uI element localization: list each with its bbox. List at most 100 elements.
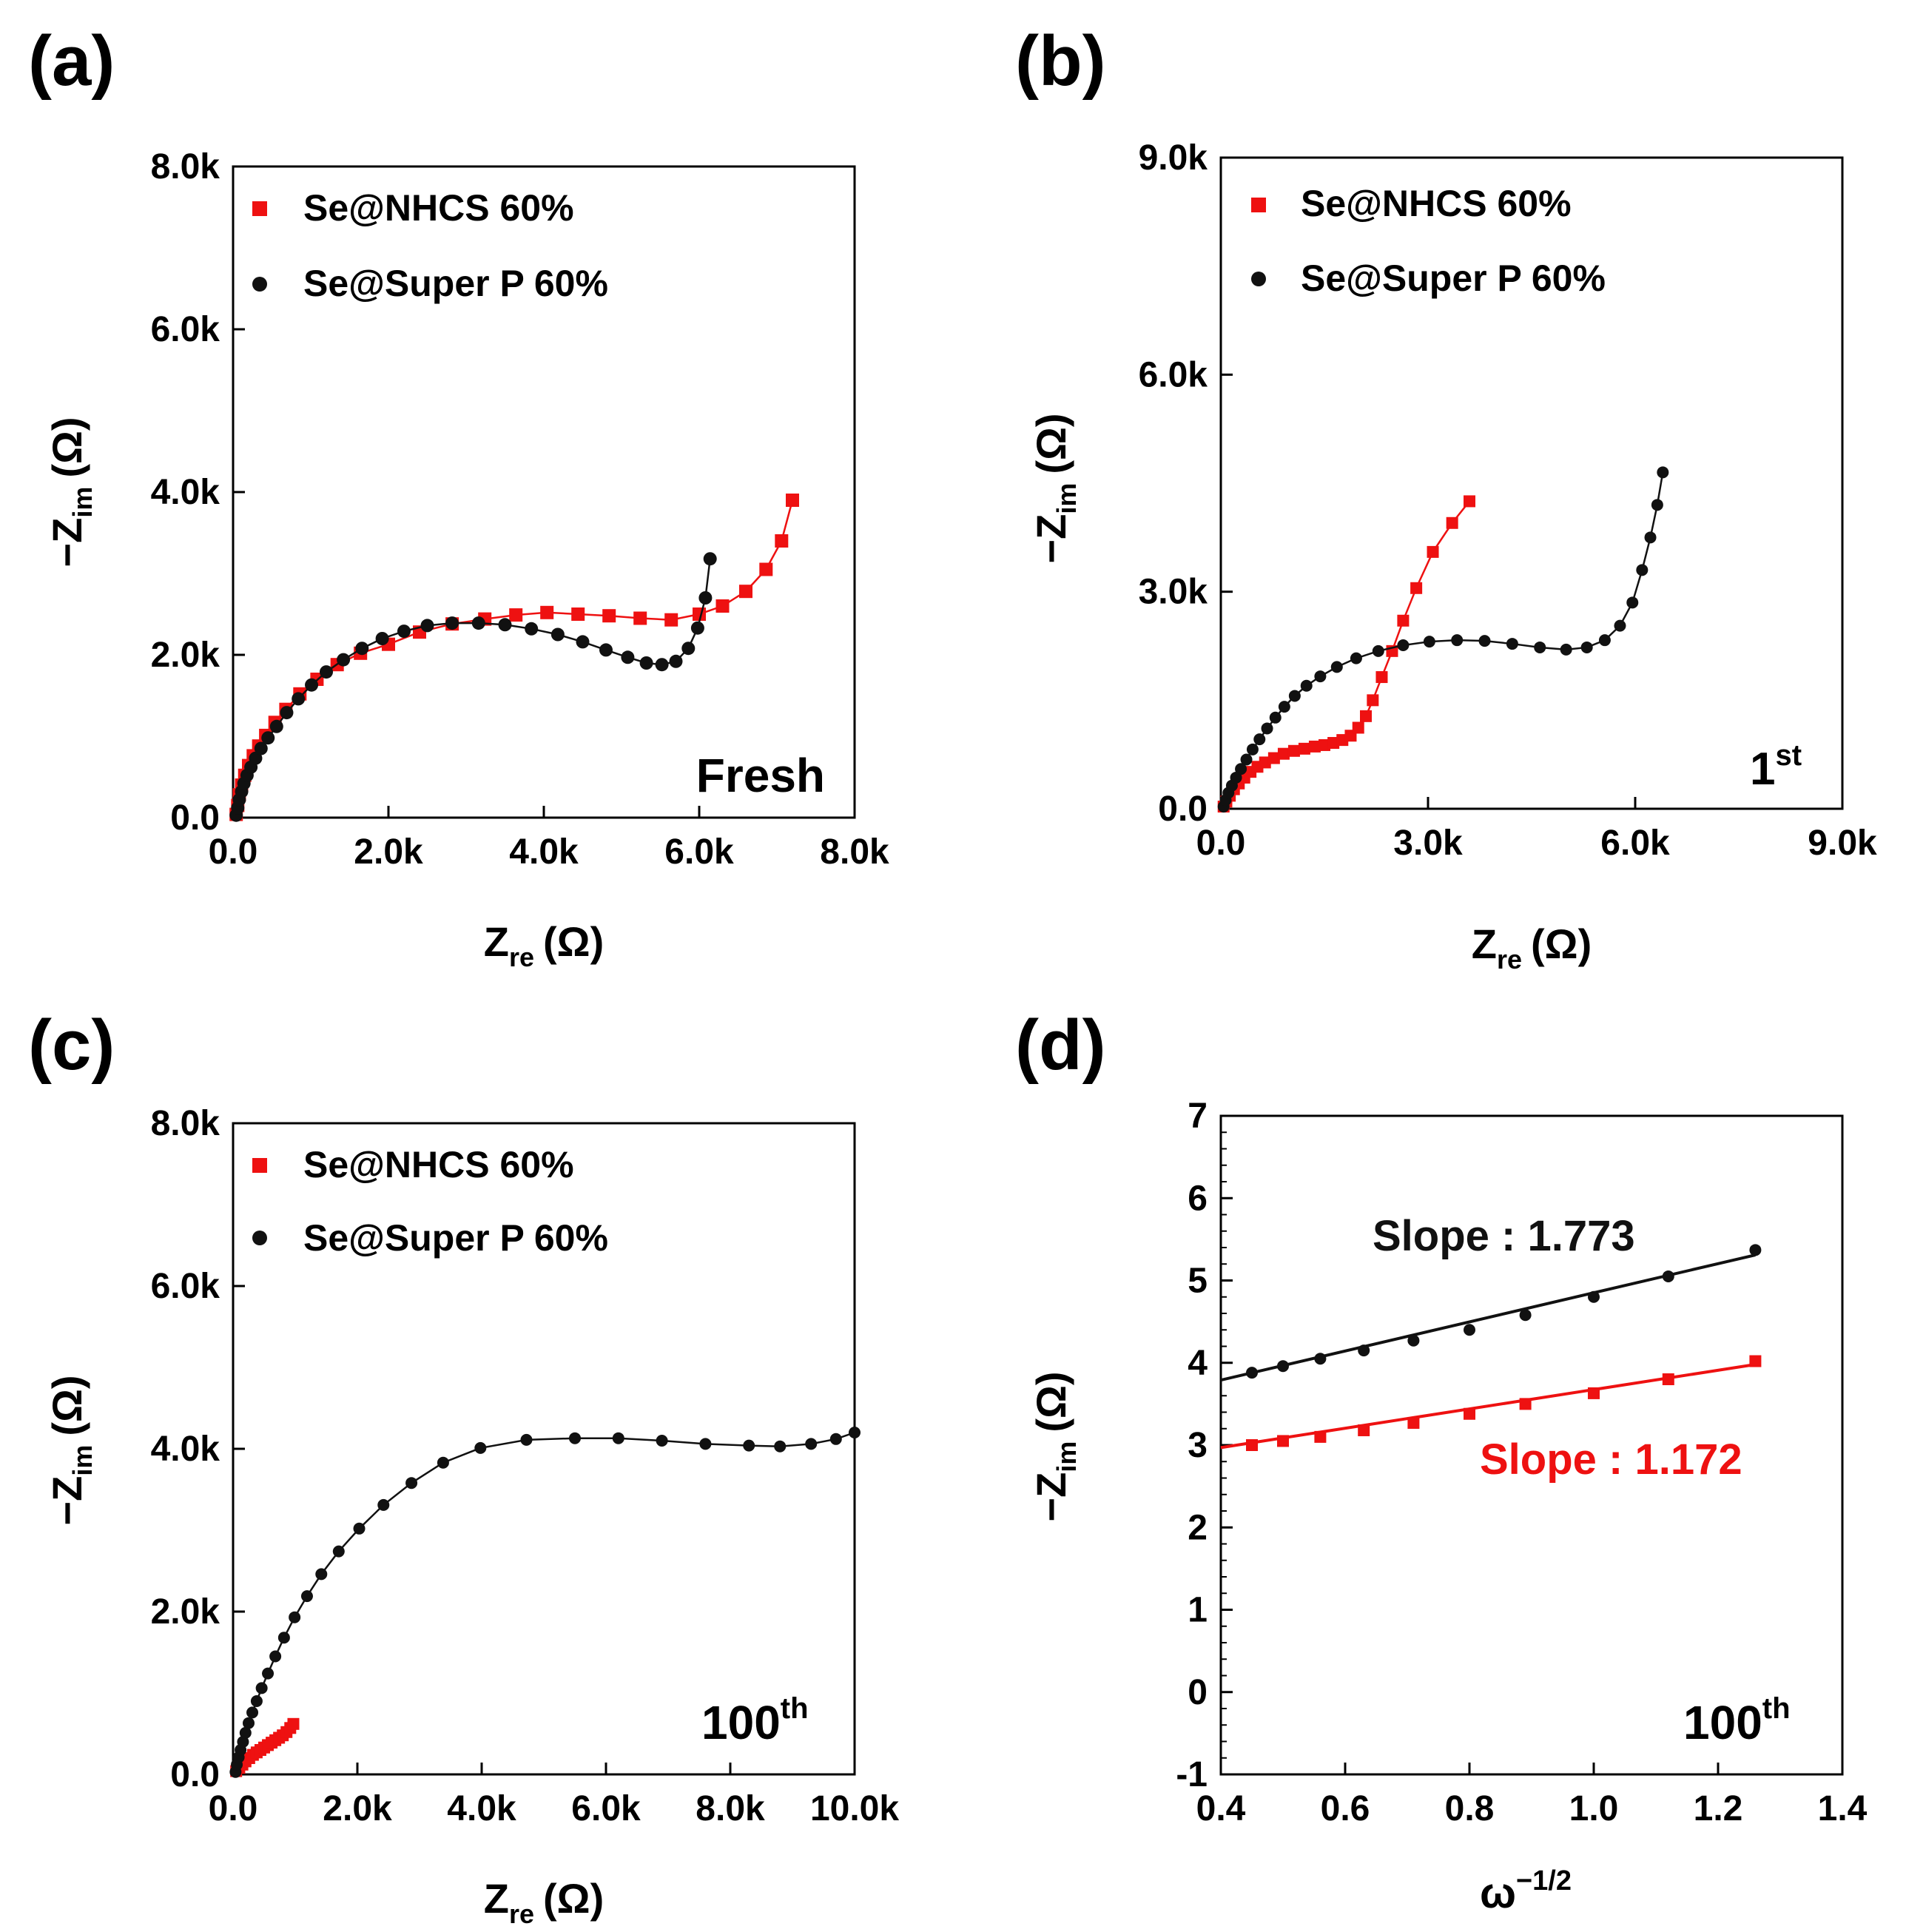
data-point-superp-a xyxy=(639,656,653,670)
data-point-superp-b xyxy=(1534,641,1546,653)
y-axis-title-c: −Zim (Ω) xyxy=(44,1375,98,1525)
data-point-superp-d xyxy=(1246,1367,1258,1379)
data-point-nhcs-d xyxy=(1407,1416,1420,1429)
panel-c: (c) 0.0 2.0k 4.0k 6.0k 8.0k 10.0k 0.0 2.0k 4.0k 6… xyxy=(28,1006,899,1929)
data-point-superp-b xyxy=(1657,466,1669,479)
y-axis-symbol-c: −Z xyxy=(44,1476,90,1526)
y-tick-label-a: 0.0 xyxy=(170,798,220,838)
data-point-nhcs-b xyxy=(1298,742,1310,755)
x-tick-label-a: 0.0 xyxy=(209,832,258,872)
data-point-superp-a xyxy=(690,621,704,635)
x-tick-label-d: 0.6 xyxy=(1321,1789,1370,1828)
data-point-superp-a xyxy=(254,741,268,755)
data-point-superp-b xyxy=(1506,638,1518,650)
data-point-nhcs-b xyxy=(1287,744,1300,757)
data-point-nhcs-c xyxy=(287,1717,300,1730)
panel-a: (a) 0.0 2.0k 4.0k 6.0k 8.0k 0.0 2.0k 4.0k 6.0k 8.… xyxy=(28,21,889,972)
x-tick-label-a: 2.0k xyxy=(354,832,423,872)
data-point-superp-a xyxy=(261,731,275,745)
panel-b: (b) 0.0 3.0k 6.0k 9.0k 0.0 3.0k 6.0k 9.0k Se@NH… xyxy=(1015,21,1877,975)
y-axis-symbol-a: −Z xyxy=(44,518,90,568)
y-tick-label-c: 2.0k xyxy=(151,1592,220,1632)
svg-text:Zre(Ω): Zre (Ω) xyxy=(484,918,604,972)
y-tick-label-b: 9.0k xyxy=(1139,138,1208,178)
data-point-superp-a xyxy=(269,719,283,733)
data-point-superp-d xyxy=(1464,1324,1475,1336)
y-tick-label-d: 5 xyxy=(1188,1262,1208,1301)
y-tick-label-d: 1 xyxy=(1188,1591,1208,1630)
x-axis-title-b: Zre (Ω) xyxy=(1472,920,1592,975)
x-tick-label-a: 6.0k xyxy=(664,832,734,872)
y-tick-label-b: 3.0k xyxy=(1139,573,1208,612)
data-point-superp-c xyxy=(262,1667,275,1680)
data-point-superp-b xyxy=(1350,652,1362,664)
x-tick-label-d: 0.4 xyxy=(1196,1789,1246,1828)
y-tick-label-d: 6 xyxy=(1188,1179,1208,1218)
data-point-nhcs-d xyxy=(1662,1373,1674,1385)
data-point-superp-b xyxy=(1478,635,1491,647)
legend-marker-nhcs-a xyxy=(252,201,267,216)
data-point-nhcs-d xyxy=(1277,1435,1289,1447)
data-point-superp-c xyxy=(246,1706,259,1719)
data-point-nhcs-d xyxy=(1588,1387,1600,1399)
data-point-superp-a xyxy=(681,642,696,656)
data-point-superp-b xyxy=(1314,670,1327,683)
plot-marks-c: 0.0 2.0k 4.0k 6.0k 8.0k 10.0k 0.0 2.0k 4.0k 6.0k 8… xyxy=(151,1104,900,1828)
plot-marks-d: 0.4 0.6 0.8 1.0 1.2 1.4 -1 0 1 2 3 4 5 6 7 xyxy=(1176,1097,1867,1828)
data-point-superp-a xyxy=(703,552,717,566)
slope-label-superp: Slope : 1.773 xyxy=(1373,1212,1635,1260)
annotation-b: 1st xyxy=(1750,739,1802,795)
x-tick-label-b: 3.0k xyxy=(1393,824,1463,863)
y-tick-label-d: 0 xyxy=(1188,1673,1208,1712)
data-point-superp-c xyxy=(569,1432,581,1444)
data-point-superp-b xyxy=(1423,636,1435,648)
data-point-superp-a xyxy=(355,642,369,656)
x-axis-title-c: Zre (Ω) xyxy=(484,1875,604,1929)
data-point-superp-a xyxy=(550,627,565,642)
annotation-d-sup: th xyxy=(1762,1692,1791,1725)
data-point-superp-b xyxy=(1560,643,1572,656)
data-point-superp-a xyxy=(249,751,263,765)
data-point-superp-c xyxy=(300,1590,313,1603)
data-point-superp-b xyxy=(1246,743,1259,755)
x-axis-title-d: ω−1/2 xyxy=(1480,1865,1572,1917)
data-point-superp-c xyxy=(520,1433,533,1446)
data-point-superp-a xyxy=(305,678,319,692)
y-axis-title-d: −Zim (Ω) xyxy=(1028,1371,1082,1521)
legend-marker-nhcs-b xyxy=(1251,198,1266,212)
data-point-superp-b xyxy=(1451,634,1464,647)
data-point-nhcs-a xyxy=(786,494,799,507)
annotation-a: Fresh xyxy=(696,749,825,802)
data-point-superp-c xyxy=(353,1522,366,1535)
y-tick-label-d: 2 xyxy=(1188,1508,1208,1547)
data-point-superp-b xyxy=(1278,701,1290,713)
data-point-superp-a xyxy=(337,653,351,667)
y-axis-sub-d: im xyxy=(1051,1441,1082,1472)
data-point-superp-a xyxy=(698,591,713,605)
x-tick-label-d: 1.0 xyxy=(1569,1789,1619,1828)
annotation-a-text: Fresh xyxy=(696,749,825,802)
data-point-superp-c xyxy=(849,1427,861,1438)
data-point-superp-b xyxy=(1651,499,1663,511)
data-point-superp-d xyxy=(1358,1344,1370,1357)
data-point-nhcs-a xyxy=(739,585,752,599)
data-point-nhcs-b xyxy=(1367,694,1379,707)
data-point-superp-c xyxy=(243,1717,255,1729)
data-point-superp-c xyxy=(829,1433,842,1445)
data-point-superp-c xyxy=(239,1726,252,1739)
data-point-nhcs-b xyxy=(1464,495,1475,508)
data-point-superp-c xyxy=(405,1477,418,1490)
data-point-superp-c xyxy=(289,1611,301,1623)
panel-label-a: (a) xyxy=(28,21,115,101)
x-tick-label-b: 9.0k xyxy=(1808,824,1877,863)
data-point-superp-c xyxy=(237,1736,249,1748)
data-point-nhcs-b xyxy=(1352,721,1364,734)
y-axis-title-b: −Zim (Ω) xyxy=(1028,413,1082,563)
legend-marker-nhcs-c xyxy=(252,1158,267,1173)
data-point-nhcs-b xyxy=(1427,545,1439,558)
panel-label-d: (d) xyxy=(1015,1006,1106,1085)
data-point-superp-a xyxy=(576,635,590,649)
legend-marker-superp-a xyxy=(252,277,267,292)
data-point-nhcs-d xyxy=(1749,1355,1762,1367)
